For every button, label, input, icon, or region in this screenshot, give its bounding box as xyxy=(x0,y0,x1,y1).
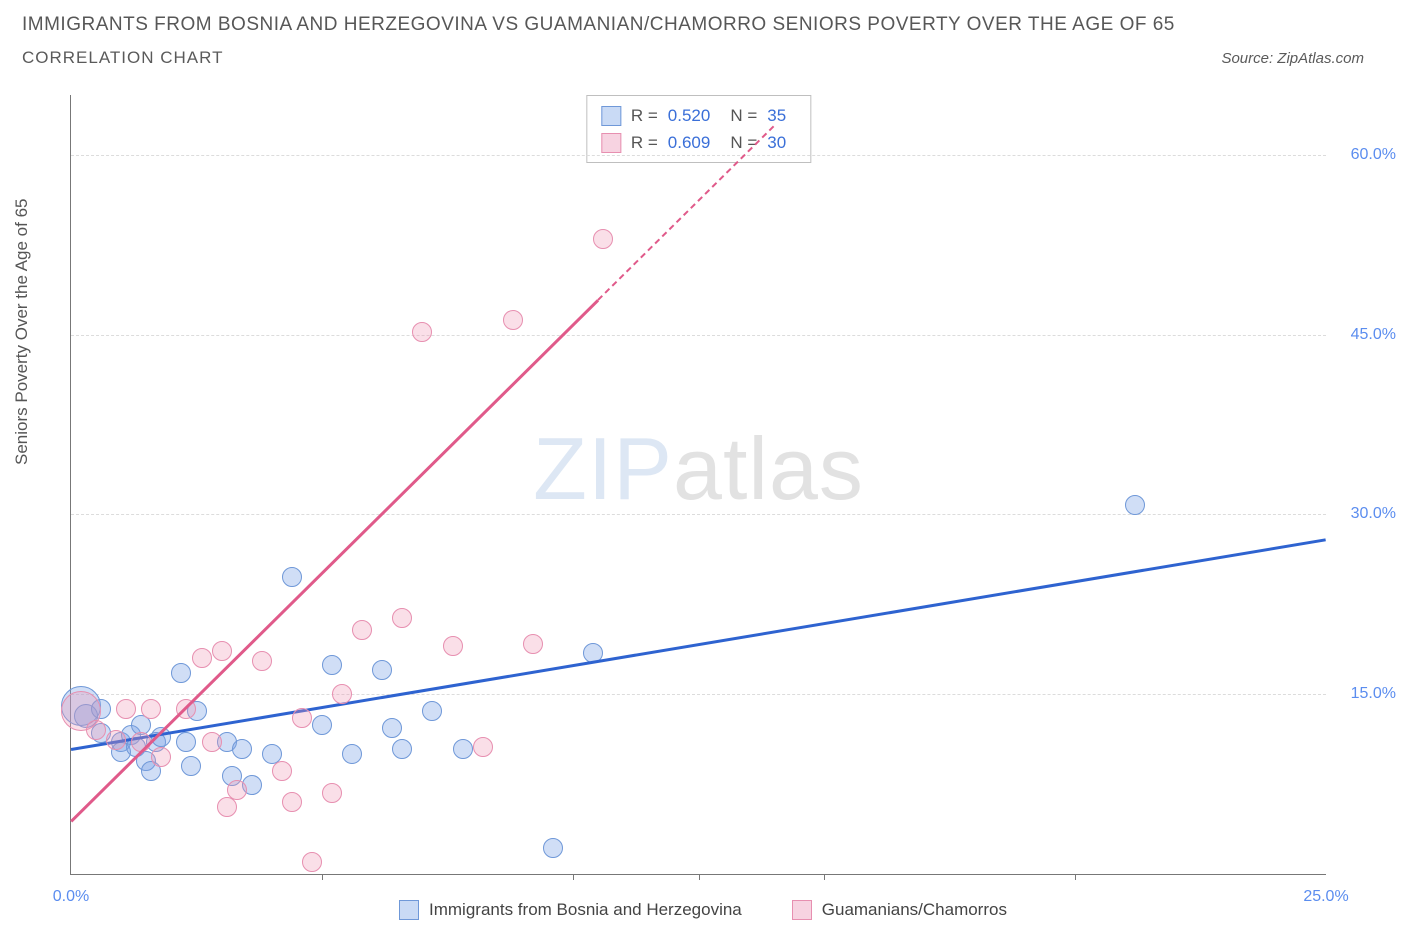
data-point xyxy=(232,739,252,759)
series-swatch xyxy=(792,900,812,920)
data-point xyxy=(543,838,563,858)
series-swatch xyxy=(399,900,419,920)
data-point xyxy=(252,651,272,671)
x-tick-mark xyxy=(322,874,323,880)
data-point xyxy=(272,761,292,781)
y-axis-label: Seniors Poverty Over the Age of 65 xyxy=(12,199,32,465)
y-tick-label: 15.0% xyxy=(1351,685,1396,703)
data-point xyxy=(151,747,171,767)
data-point xyxy=(443,636,463,656)
data-point xyxy=(392,608,412,628)
x-tick-mark xyxy=(824,874,825,880)
gridline xyxy=(71,335,1326,336)
x-tick-mark xyxy=(573,874,574,880)
data-point xyxy=(141,699,161,719)
data-point xyxy=(352,620,372,640)
gridline xyxy=(71,155,1326,156)
data-point xyxy=(181,756,201,776)
legend-label: Guamanians/Chamorros xyxy=(822,900,1007,920)
chart-subtitle: CORRELATION CHART xyxy=(22,48,224,68)
r-label: R = xyxy=(631,129,658,156)
chart-title: IMMIGRANTS FROM BOSNIA AND HERZEGOVINA V… xyxy=(22,14,1384,36)
n-value: 30 xyxy=(767,129,786,156)
data-point xyxy=(473,737,493,757)
trend-line xyxy=(71,538,1326,750)
x-tick-mark xyxy=(1075,874,1076,880)
stats-row: R = 0.520 N = 35 xyxy=(601,102,796,129)
source-attribution: Source: ZipAtlas.com xyxy=(1221,50,1384,67)
x-tick-mark xyxy=(699,874,700,880)
data-point xyxy=(171,663,191,683)
data-point xyxy=(212,641,232,661)
data-point xyxy=(342,744,362,764)
r-value: 0.520 xyxy=(668,102,711,129)
data-point xyxy=(282,792,302,812)
data-point xyxy=(86,720,106,740)
n-label: N = xyxy=(730,129,757,156)
legend-label: Immigrants from Bosnia and Herzegovina xyxy=(429,900,742,920)
n-value: 35 xyxy=(767,102,786,129)
data-point xyxy=(292,708,312,728)
y-tick-label: 45.0% xyxy=(1351,326,1396,344)
legend-item: Immigrants from Bosnia and Herzegovina xyxy=(399,900,742,920)
data-point xyxy=(176,732,196,752)
series-swatch xyxy=(601,106,621,126)
chart-header: IMMIGRANTS FROM BOSNIA AND HERZEGOVINA V… xyxy=(0,0,1406,68)
y-tick-label: 30.0% xyxy=(1351,505,1396,523)
data-point xyxy=(422,701,442,721)
data-point xyxy=(523,634,543,654)
gridline xyxy=(71,694,1326,695)
data-point xyxy=(392,739,412,759)
r-value: 0.609 xyxy=(668,129,711,156)
data-point xyxy=(453,739,473,759)
data-point xyxy=(412,322,432,342)
data-point xyxy=(227,780,247,800)
scatter-plot-area: ZIPatlas R =0.520N =35R =0.609N =30 15.0… xyxy=(70,95,1326,875)
data-point xyxy=(202,732,222,752)
data-point xyxy=(106,730,126,750)
data-point xyxy=(322,783,342,803)
y-tick-label: 60.0% xyxy=(1351,146,1396,164)
data-point xyxy=(332,684,352,704)
series-swatch xyxy=(601,133,621,153)
correlation-stats-box: R = 0.520 N = 35 R = 0.609 N = 30 xyxy=(586,95,811,163)
data-point xyxy=(593,229,613,249)
data-point xyxy=(302,852,322,872)
data-point xyxy=(322,655,342,675)
data-point xyxy=(1125,495,1145,515)
r-label: R = xyxy=(631,102,658,129)
n-label: N = xyxy=(730,102,757,129)
data-point xyxy=(192,648,212,668)
data-point xyxy=(282,567,302,587)
data-point xyxy=(312,715,332,735)
gridline xyxy=(71,514,1326,515)
data-point xyxy=(116,699,136,719)
trend-line xyxy=(70,299,599,822)
legend-item: Guamanians/Chamorros xyxy=(792,900,1007,920)
data-point xyxy=(503,310,523,330)
series-legend: Immigrants from Bosnia and Herzegovina Gu… xyxy=(0,900,1406,920)
watermark: ZIPatlas xyxy=(533,418,864,520)
data-point xyxy=(382,718,402,738)
data-point xyxy=(372,660,392,680)
